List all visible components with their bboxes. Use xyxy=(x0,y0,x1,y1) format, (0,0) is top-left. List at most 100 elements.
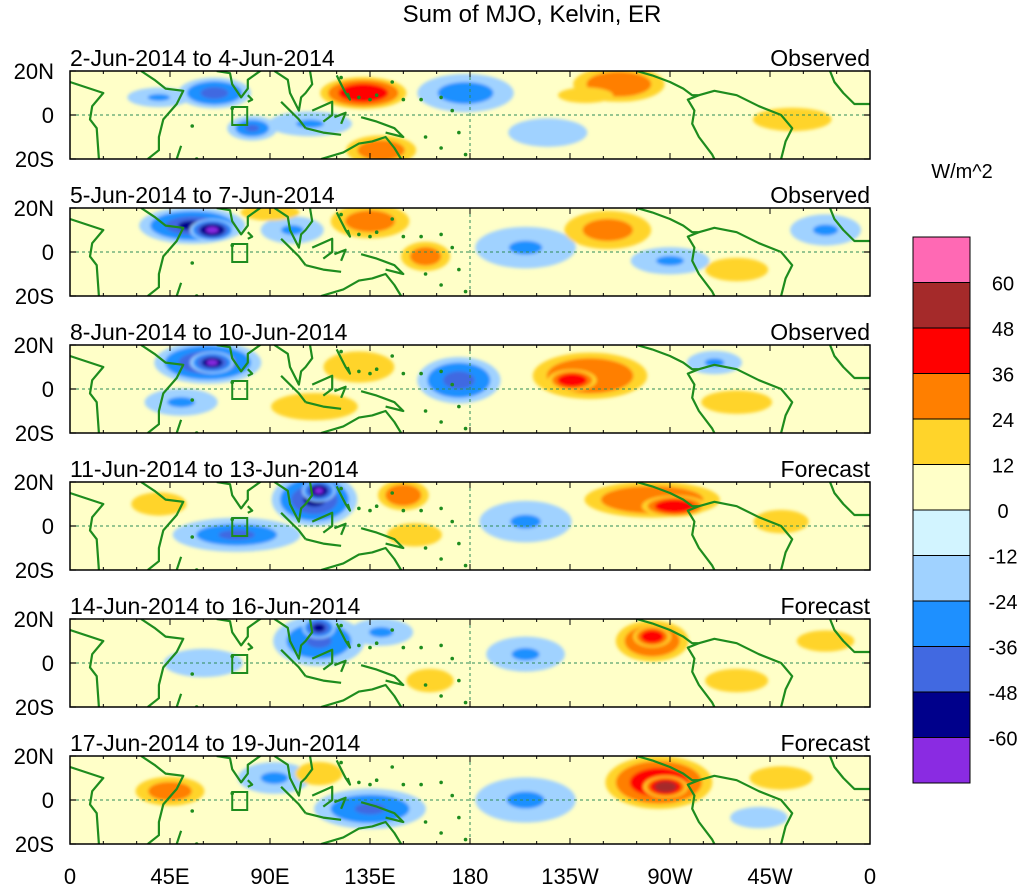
coastline xyxy=(280,375,307,403)
anomaly-contour xyxy=(147,93,171,101)
coastline xyxy=(636,71,716,159)
panel-period: 14-Jun-2014 to 16-Jun-2014 xyxy=(70,593,360,619)
reference-box xyxy=(231,243,249,263)
reference-box xyxy=(231,654,249,674)
anomaly-contour xyxy=(312,623,326,632)
island xyxy=(463,426,468,431)
island xyxy=(401,508,406,513)
island xyxy=(190,124,195,128)
panel-label: Forecast xyxy=(781,730,871,756)
colorbar-level-label: -36 xyxy=(989,638,1018,660)
anomaly-contour xyxy=(813,224,839,236)
anomaly-contour xyxy=(654,781,677,793)
coastline xyxy=(140,71,185,159)
coastline xyxy=(636,619,716,707)
coastline xyxy=(273,71,314,112)
y-tick-label: 20S xyxy=(15,284,54,309)
panel-field xyxy=(70,482,870,570)
anomaly-contour xyxy=(749,766,813,790)
coastline xyxy=(70,354,105,433)
colorbar-level-label: -24 xyxy=(989,592,1018,614)
island xyxy=(401,371,406,376)
coastline xyxy=(247,94,254,103)
island xyxy=(439,780,443,785)
y-tick-label: 20S xyxy=(15,832,54,857)
colorbar-swatch xyxy=(912,600,971,647)
x-tick-label: 45E xyxy=(150,864,189,889)
anomaly-contour xyxy=(557,373,588,387)
y-tick-label: 20S xyxy=(15,421,54,446)
island xyxy=(419,371,423,376)
coastline xyxy=(698,89,794,159)
island xyxy=(390,765,395,769)
island xyxy=(390,491,395,495)
coastline xyxy=(305,401,342,410)
island xyxy=(374,778,379,782)
anomaly-contour xyxy=(206,359,218,366)
anomaly-contour xyxy=(510,514,541,529)
anomaly-contour xyxy=(437,81,494,105)
island xyxy=(339,75,343,80)
island xyxy=(457,404,461,409)
coastline xyxy=(333,385,347,399)
anomaly-contour xyxy=(508,240,543,255)
y-tick-label: 0 xyxy=(42,651,54,676)
colorbar-swatch xyxy=(912,646,971,693)
y-tick-label: 20S xyxy=(15,558,54,583)
panel: 20N 0 20S 14-Jun-2014 to 16-Jun-2014 Forecas… xyxy=(14,593,871,720)
x-tick-label: 180 xyxy=(452,864,489,889)
panel: 20N 0 20S 8-Jun-2014 to 10-Jun-2014 Observed xyxy=(14,319,871,446)
colorbar-swatch xyxy=(912,327,971,374)
island xyxy=(190,398,195,402)
coastline xyxy=(305,812,342,821)
chart-title: Sum of MJO, Kelvin, ER xyxy=(403,1,662,28)
colorbar-swatch xyxy=(912,418,971,465)
colorbar-level-label: 24 xyxy=(992,410,1014,432)
island xyxy=(190,809,195,813)
island xyxy=(450,108,455,113)
coastline xyxy=(828,756,870,791)
anomaly-contour xyxy=(705,668,769,693)
colorbar-level-label: -12 xyxy=(989,547,1018,569)
coastline xyxy=(360,253,405,276)
island xyxy=(439,283,443,287)
island xyxy=(339,349,343,354)
colorbar-swatch xyxy=(912,555,971,602)
coastline xyxy=(140,208,185,296)
coastline xyxy=(140,345,185,433)
island xyxy=(339,623,343,628)
anomaly-contour xyxy=(245,124,260,132)
y-tick-label: 0 xyxy=(42,514,54,539)
colorbar-level-label: 36 xyxy=(992,365,1014,387)
coastline xyxy=(70,491,105,570)
anomaly-contour xyxy=(582,218,633,242)
colorbar-swatch xyxy=(912,691,971,738)
island xyxy=(439,420,443,424)
coastline xyxy=(70,217,105,296)
coastline xyxy=(636,345,716,433)
coastline xyxy=(175,282,183,296)
coastline xyxy=(280,512,307,540)
anomaly-contour xyxy=(656,255,684,266)
anomaly-contour xyxy=(705,257,769,282)
x-tick-label: 90W xyxy=(647,864,692,889)
colorbar-level-label: 12 xyxy=(992,456,1014,478)
anomaly-contour xyxy=(148,781,192,801)
island xyxy=(439,831,443,835)
y-tick-label: 20N xyxy=(14,744,54,769)
island xyxy=(419,782,423,787)
coastline xyxy=(311,511,334,534)
coastline xyxy=(140,756,185,844)
anomaly-contour xyxy=(206,226,219,234)
coastline xyxy=(305,538,342,547)
coastline xyxy=(335,211,352,238)
island xyxy=(463,152,468,157)
island xyxy=(423,683,428,687)
anomaly-contour xyxy=(131,492,187,516)
island xyxy=(401,645,406,650)
y-tick-label: 20S xyxy=(15,695,54,720)
anomaly-contour xyxy=(200,87,229,99)
coastline xyxy=(216,482,263,510)
colorbar-swatch xyxy=(912,464,971,511)
island xyxy=(357,780,361,785)
